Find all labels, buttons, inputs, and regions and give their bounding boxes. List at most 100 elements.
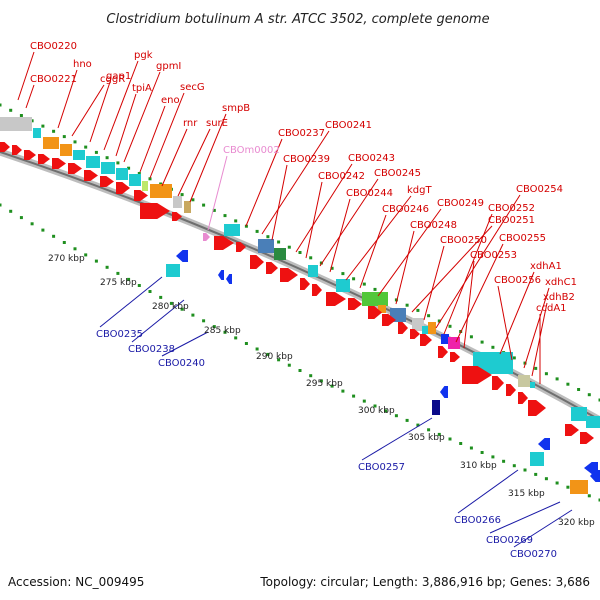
gc-dot	[362, 399, 366, 403]
label-leader	[161, 128, 188, 187]
rna-gene-label: CBOm0002	[223, 145, 280, 156]
reverse-gene-arrow	[538, 438, 550, 450]
forward-gene-arrow	[140, 203, 170, 219]
gc-dot	[502, 459, 506, 463]
gc-dot	[427, 428, 431, 432]
forward-gene-label: pgk	[134, 50, 153, 61]
label-leader	[359, 214, 387, 289]
gc-dot	[223, 214, 227, 218]
gc-dot	[448, 437, 452, 441]
reverse-gene-arrow	[218, 270, 224, 280]
gc-dot	[180, 193, 184, 197]
gene-arrows	[0, 142, 600, 482]
forward-gene-label: CBO0253	[470, 250, 517, 261]
gc-dot	[105, 156, 109, 160]
gc-dot	[137, 172, 141, 175]
kbp-tick-label: 315 kbp	[508, 489, 545, 499]
feature-box	[570, 480, 588, 494]
kbp-tick-label: 305 kbp	[408, 433, 445, 443]
forward-gene-label: CBO0250	[440, 235, 487, 246]
forward-gene-label: kdgT	[407, 185, 432, 196]
gc-dot	[202, 203, 206, 207]
topology-text: Topology: circular; Length: 3,886,916 bp…	[259, 575, 590, 589]
label-leader	[329, 198, 351, 273]
gc-dot	[0, 103, 2, 107]
backbone-inner	[0, 151, 600, 421]
feature-box	[586, 416, 600, 428]
gc-dot	[244, 342, 248, 345]
accession-text: Accession: NC_009495	[8, 575, 144, 589]
feature-box	[129, 174, 141, 186]
gc-dot	[0, 203, 2, 207]
gc-dot	[480, 451, 484, 454]
reverse-gene-arrow	[226, 274, 232, 284]
gc-dot	[577, 388, 581, 391]
forward-gene-arrow	[518, 392, 528, 404]
gc-dot	[41, 228, 45, 232]
reverse-gene-label: CBO0240	[158, 358, 205, 369]
gc-dot	[319, 379, 323, 383]
feature-box	[530, 452, 544, 466]
gc-dot	[148, 177, 152, 181]
gc-dot	[416, 308, 420, 312]
gc-dot	[52, 234, 56, 238]
kbp-tick-label: 285 kbp	[204, 326, 241, 336]
forward-gene-arrow	[0, 142, 10, 152]
forward-gene-label: CBO0220	[30, 41, 77, 52]
gc-dot	[127, 277, 131, 281]
forward-gene-label: CBO0244	[346, 188, 393, 199]
forward-gene-label: ccdA1	[536, 303, 567, 314]
forward-gene-arrow	[438, 346, 448, 358]
gc-dot	[244, 224, 248, 228]
gc-dot	[544, 477, 548, 481]
label-leader	[131, 299, 185, 343]
gc-dot	[598, 498, 600, 502]
forward-gene-arrow	[312, 284, 322, 296]
forward-gene-arrow	[326, 292, 346, 306]
gc-dot	[84, 145, 88, 149]
forward-gene-label: CBO0242	[318, 171, 365, 182]
reverse-gene-label: CBO0257	[358, 462, 405, 473]
label-leader	[261, 130, 330, 235]
gc-dot	[555, 377, 559, 381]
forward-gene-arrow	[214, 236, 234, 250]
kbp-tick-label: 295 kbp	[306, 379, 343, 389]
forward-gene-label: tpiA	[132, 83, 152, 94]
forward-gene-arrow	[368, 306, 382, 319]
gc-dot	[480, 340, 484, 344]
reverse-gene-arrow	[176, 250, 188, 262]
label-leader	[89, 81, 111, 143]
feature-box	[184, 201, 191, 213]
kbp-ticks: 270 kbp 275 kbp 280 kbp 285 kbp 290 kbp 295 k…	[48, 254, 595, 528]
label-leader	[189, 113, 227, 203]
feature-box	[518, 375, 530, 387]
gc-dot	[94, 259, 98, 263]
kbp-tick-label: 310 kbp	[460, 461, 497, 471]
label-leader	[71, 84, 105, 137]
gc-dot	[523, 361, 527, 365]
gc-dot	[159, 295, 163, 299]
feature-box	[258, 239, 274, 253]
forward-gene-arrow	[492, 376, 504, 390]
label-leader	[523, 287, 550, 369]
forward-gene-label: cggR	[100, 74, 125, 85]
gc-dot	[469, 335, 473, 339]
gc-dot	[116, 161, 120, 165]
gc-dot	[84, 253, 88, 257]
gc-dot	[116, 271, 120, 275]
gc-dot	[405, 303, 409, 307]
label-leader	[489, 501, 561, 534]
gc-dot	[73, 247, 77, 251]
gc-dot	[555, 481, 559, 485]
reverse-gene-label: CBO0235	[96, 329, 143, 340]
gc-dot	[309, 374, 313, 378]
forward-gene-label: CBO0249	[437, 198, 484, 209]
label-leader	[463, 260, 475, 349]
feature-box	[378, 305, 386, 313]
gc-dot	[9, 209, 13, 213]
gc-dot	[62, 135, 66, 139]
label-leader	[457, 469, 519, 514]
forward-gene-arrow	[116, 182, 130, 194]
gc-dot	[148, 290, 152, 293]
kbp-tick-label: 275 kbp	[100, 278, 137, 288]
